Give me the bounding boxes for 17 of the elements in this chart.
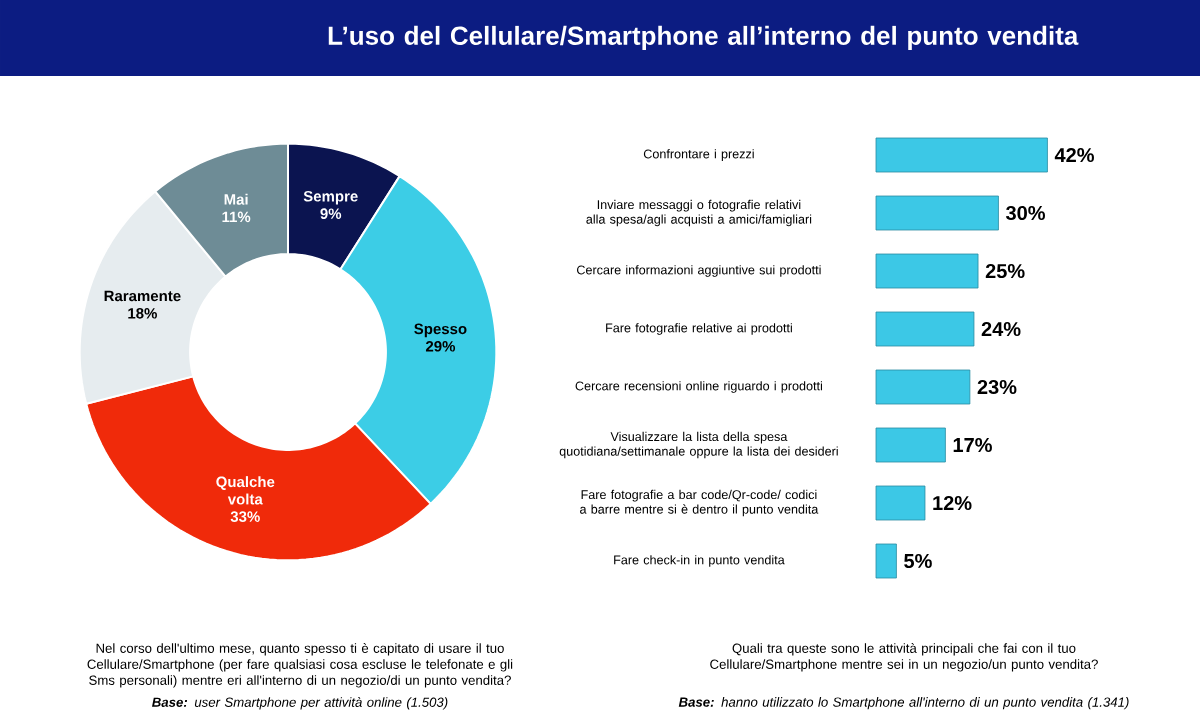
data-label: 23%	[977, 379, 1017, 395]
data-label: 5%	[904, 553, 932, 569]
bar	[875, 311, 975, 347]
bar	[875, 485, 926, 521]
bar	[875, 543, 897, 579]
text: L’uso del Cellulare/Smartphone all’interno del punto vendita	[328, 25, 1079, 51]
data-label: 42%	[1054, 147, 1094, 163]
data-label: 12%	[933, 495, 972, 511]
data-label: 17%	[953, 437, 992, 453]
data-label: 25%	[985, 263, 1025, 279]
bar	[875, 195, 999, 231]
data-label: 24%	[981, 321, 1021, 337]
bar	[875, 253, 979, 289]
bar	[875, 427, 946, 463]
bar	[875, 369, 971, 405]
data-label: 30%	[1005, 205, 1046, 221]
bar	[875, 137, 1048, 173]
